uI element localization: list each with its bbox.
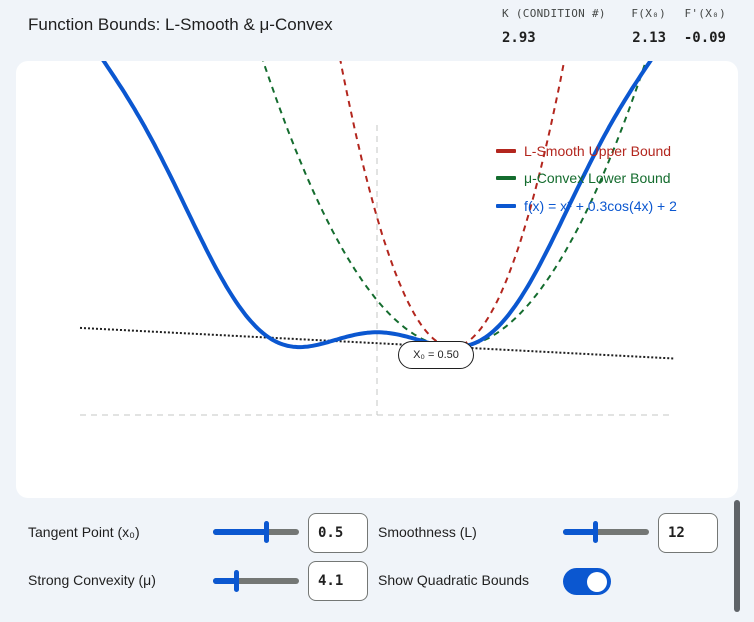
condition-number-value: 2.93 [502, 30, 536, 46]
smoothness-label: Smoothness (L) [378, 524, 477, 540]
f-prime-x0-label: F'(X₀) [684, 7, 726, 20]
f-x0-metric: F(X₀) 2.13 [631, 7, 666, 46]
tangent-point-slider[interactable] [213, 520, 299, 544]
legend-item-function: f(x) = x² + 0.3cos(4x) + 2 [496, 192, 677, 220]
slider-track [213, 578, 299, 584]
legend-swatch-lower [496, 176, 516, 181]
vertical-scrollbar[interactable] [734, 500, 740, 612]
slider-thumb[interactable] [233, 570, 239, 592]
smoothness-slider[interactable] [563, 520, 649, 544]
tangent-point-label: Tangent Point (x₀) [28, 524, 140, 540]
legend-item-lower: μ-Convex Lower Bound [496, 165, 677, 193]
chart-card: L-Smooth Upper Bound μ-Convex Lower Boun… [16, 61, 738, 498]
f-x0-value: 2.13 [632, 30, 666, 46]
legend-swatch-function [496, 203, 516, 208]
f-prime-x0-value: -0.09 [683, 30, 726, 46]
chart-plot [79, 61, 675, 416]
slider-fill [563, 529, 596, 535]
page-title: Function Bounds: L-Smooth & μ-Convex [28, 15, 333, 34]
legend-item-upper: L-Smooth Upper Bound [496, 137, 677, 165]
show-bounds-label: Show Quadratic Bounds [378, 572, 529, 588]
x0-marker-label[interactable]: X₀ = 0.50 [398, 341, 474, 369]
slider-track [563, 529, 649, 535]
series-function [101, 61, 653, 350]
tangent-point-input[interactable]: 0.5 [308, 513, 368, 553]
chart-legend: L-Smooth Upper Bound μ-Convex Lower Boun… [496, 137, 677, 220]
slider-thumb[interactable] [263, 521, 269, 543]
f-x0-label: F(X₀) [631, 7, 666, 20]
strong-convexity-slider[interactable] [213, 569, 299, 593]
condition-number-metric: K (CONDITION #) 2.93 [502, 7, 606, 46]
condition-number-label: K (CONDITION #) [502, 7, 606, 20]
slider-fill [213, 529, 267, 535]
slider-thumb[interactable] [593, 521, 599, 543]
show-bounds-toggle[interactable] [563, 568, 611, 595]
toggle-knob [587, 571, 607, 592]
smoothness-input[interactable]: 12 [658, 513, 718, 553]
legend-swatch-upper [496, 148, 516, 153]
tangent-line [79, 326, 675, 360]
legend-label-lower: μ-Convex Lower Bound [524, 170, 671, 187]
f-prime-x0-metric: F'(X₀) -0.09 [684, 7, 726, 46]
legend-label-upper: L-Smooth Upper Bound [524, 142, 672, 159]
slider-fill [213, 578, 237, 584]
strong-convexity-input[interactable]: 4.1 [308, 561, 368, 601]
strong-convexity-label: Strong Convexity (μ) [28, 572, 156, 588]
header: Function Bounds: L-Smooth & μ-Convex K (… [0, 0, 754, 56]
legend-label-function: f(x) = x² + 0.3cos(4x) + 2 [524, 197, 677, 214]
